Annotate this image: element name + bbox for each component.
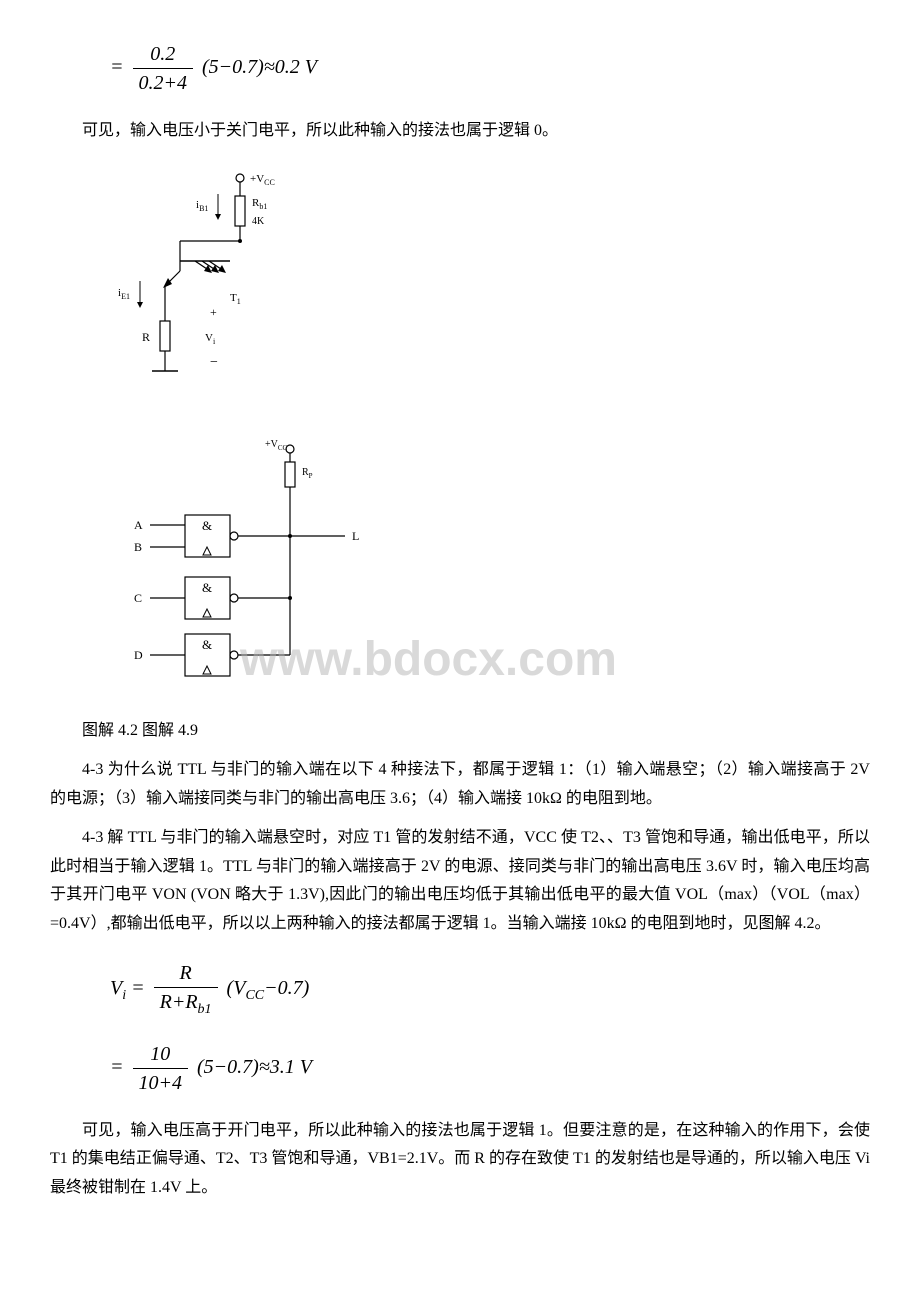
svg-text:L: L [352, 529, 359, 543]
paragraph-3: 4-3 解 TTL 与非门的输入端悬空时，对应 T1 管的发射结不通，VCC 使… [50, 824, 870, 939]
svg-text:+: + [210, 305, 217, 319]
eq-sign: = [110, 1056, 124, 1078]
svg-text:C: C [134, 591, 142, 605]
circuit-svg-42: +VCC Rb1 4K iB1 iE1 T1 [110, 166, 330, 406]
svg-text:+VCC: +VCC [250, 173, 275, 187]
svg-text:+VCC: +VCC [265, 439, 288, 452]
svg-text:R: R [142, 330, 150, 344]
paragraph-1: 可见，输入电压小于关门电平，所以此种输入的接法也属于逻辑 0。 [50, 117, 870, 146]
fraction: 0.2 0.2+4 [133, 40, 194, 97]
formula-2b: = 10 10+4 (5−0.7)≈3.1 V [110, 1040, 870, 1097]
paren-expr: (5−0.7)≈0.2 [202, 56, 300, 78]
svg-text:A: A [134, 518, 143, 532]
numerator: 0.2 [133, 40, 194, 69]
svg-text:−: − [210, 355, 218, 370]
lhs-var: V [110, 977, 122, 999]
svg-text:B: B [134, 540, 142, 554]
lhs-sub: i [122, 988, 126, 1003]
fraction: R R+Rb1 [154, 959, 218, 1020]
denominator: 10+4 [133, 1069, 189, 1097]
svg-text:Vi: Vi [205, 332, 216, 346]
diagram-caption: 图解 4.2 图解 4.9 [50, 717, 870, 746]
numerator: 10 [133, 1040, 189, 1069]
paren-expr: (5−0.7)≈3.1 [197, 1056, 295, 1078]
svg-text:4K: 4K [252, 216, 265, 227]
eq-sign: = [110, 56, 124, 78]
svg-text:iB1: iB1 [196, 199, 208, 213]
numerator: R [154, 959, 218, 988]
paren-expr: (VCC−0.7) [227, 977, 310, 999]
svg-text:RP: RP [302, 467, 313, 480]
fraction: 10 10+4 [133, 1040, 189, 1097]
eq-sign: = [131, 977, 145, 999]
diagram-49: +VCC RP & A B L & C & [110, 437, 870, 698]
formula-2a: Vi = R R+Rb1 (VCC−0.7) [110, 959, 870, 1020]
denominator: 0.2+4 [133, 69, 194, 97]
circuit-svg-49: +VCC RP & A B L & C & [110, 437, 450, 687]
svg-text:iE1: iE1 [118, 287, 130, 301]
diagram-42: +VCC Rb1 4K iB1 iE1 T1 [110, 166, 870, 417]
formula-1: = 0.2 0.2+4 (5−0.7)≈0.2 V [110, 40, 870, 97]
svg-text:T1: T1 [230, 292, 241, 306]
paragraph-4: 可见，输入电压高于开门电平，所以此种输入的接法也属于逻辑 1。但要注意的是，在这… [50, 1117, 870, 1203]
svg-text:Rb1: Rb1 [252, 197, 267, 211]
unit: V [305, 56, 317, 78]
unit: V [300, 1056, 312, 1078]
svg-text:&: & [202, 580, 212, 595]
denominator: R+Rb1 [154, 988, 218, 1020]
svg-text:D: D [134, 648, 143, 662]
paragraph-2: 4-3 为什么说 TTL 与非门的输入端在以下 4 种接法下，都属于逻辑 1：（… [50, 756, 870, 814]
svg-text:&: & [202, 518, 212, 533]
svg-text:&: & [202, 637, 212, 652]
